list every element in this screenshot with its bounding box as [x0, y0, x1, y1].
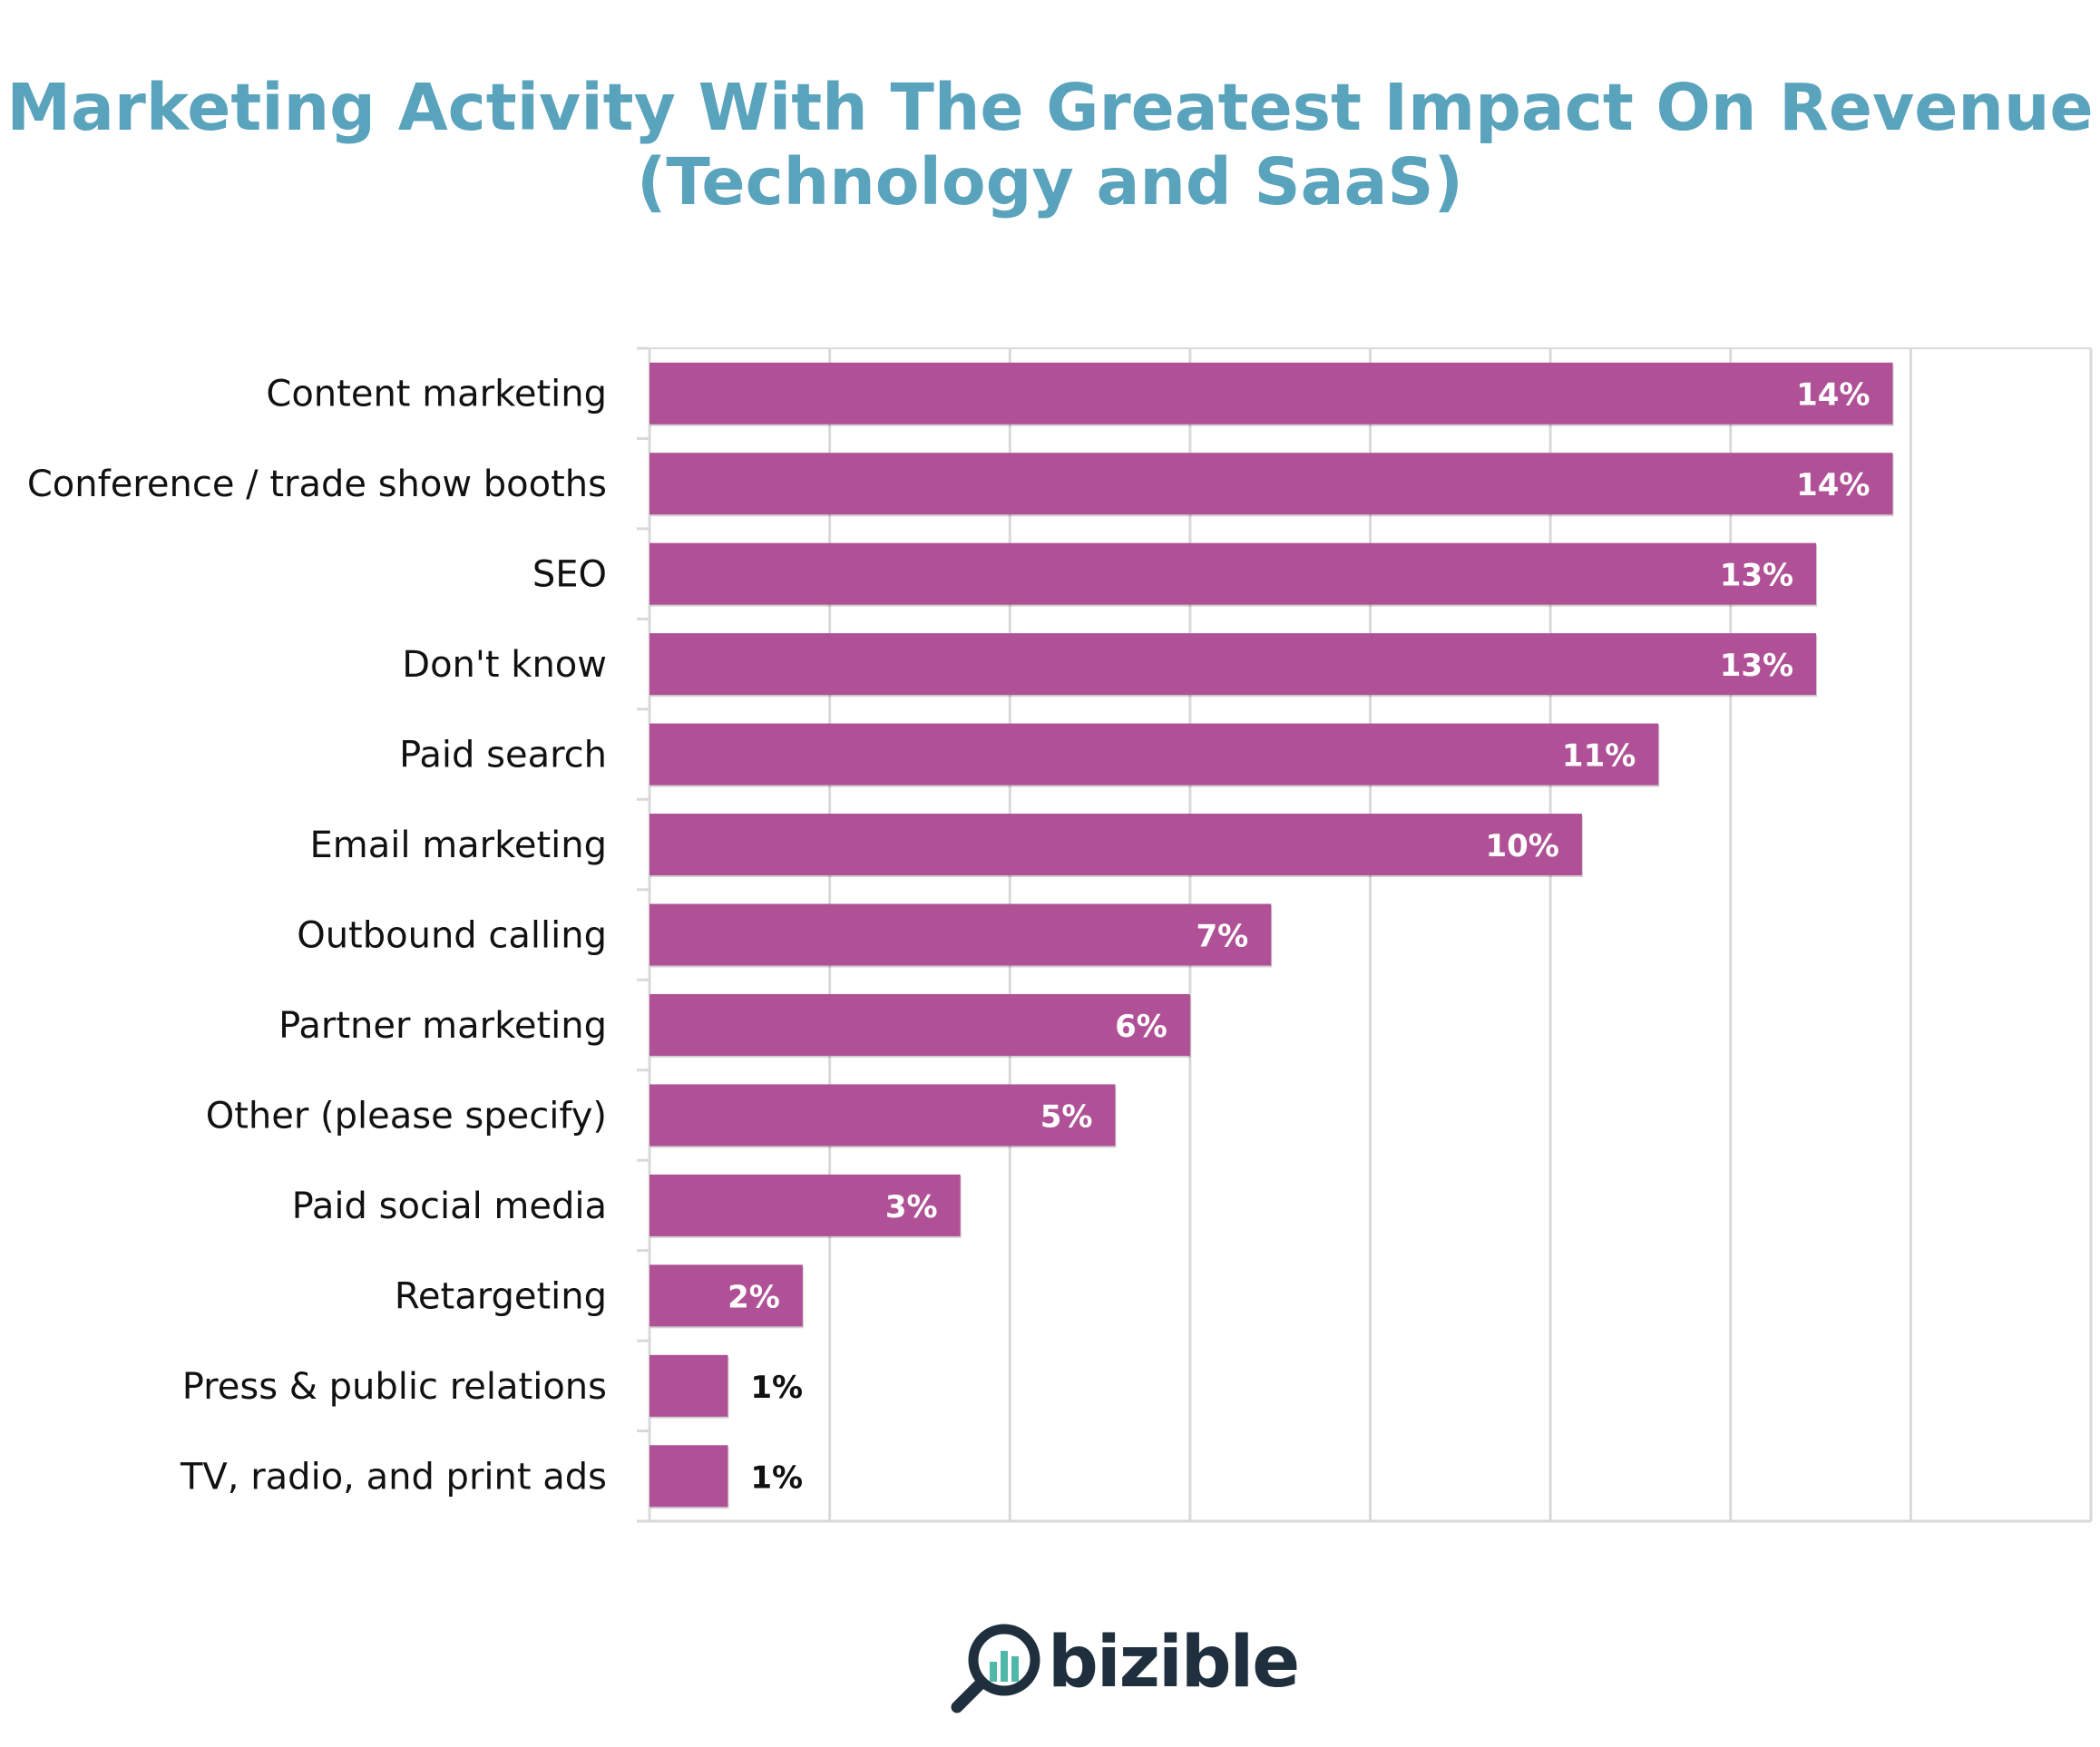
data-label: 2%: [728, 1279, 780, 1315]
data-label: 10%: [1485, 828, 1558, 864]
bar: [650, 723, 1659, 786]
category-label: Don't know: [402, 644, 607, 686]
data-label: 7%: [1197, 919, 1249, 955]
chart-title-line-2: (Technology and SaaS): [636, 144, 1464, 220]
data-label: 5%: [1040, 1098, 1093, 1135]
brand-name: bizible: [1048, 1622, 1300, 1703]
category-label: Outbound calling: [297, 915, 607, 957]
category-label: Email marketing: [310, 825, 608, 866]
data-label: 13%: [1720, 558, 1793, 594]
category-label: Partner marketing: [278, 1005, 607, 1047]
data-label: 13%: [1720, 648, 1793, 684]
bar: [650, 1084, 1116, 1147]
bar: [650, 362, 1893, 425]
category-label: Press & public relations: [182, 1366, 607, 1408]
data-label: 6%: [1115, 1009, 1167, 1045]
magnifier-bar-chart-icon: [951, 1624, 1040, 1713]
category-label: SEO: [532, 554, 607, 596]
data-label: 1%: [750, 1370, 803, 1406]
chart-title: Marketing Activity With The Greatest Imp…: [0, 71, 2100, 220]
data-label: 11%: [1562, 738, 1636, 775]
category-label: Other (please specify): [206, 1095, 607, 1137]
bar: [650, 453, 1893, 515]
data-label: 14%: [1796, 467, 1870, 503]
bar: [650, 1354, 728, 1417]
data-label: 1%: [750, 1459, 803, 1496]
bar: [650, 633, 1817, 696]
chart-title-line-1: Marketing Activity With The Greatest Imp…: [6, 70, 2094, 145]
bizible-logo: bizible: [948, 1616, 1300, 1716]
bar: [650, 542, 1817, 605]
bar: [650, 1174, 961, 1236]
data-label: 3%: [885, 1189, 938, 1225]
bar: [650, 1445, 728, 1508]
category-label: Content marketing: [266, 374, 607, 415]
category-label: Paid search: [399, 735, 607, 776]
bar: [650, 814, 1582, 876]
bar: [650, 903, 1272, 966]
category-label: Retargeting: [395, 1275, 607, 1317]
bar: [650, 1264, 803, 1327]
bar: [650, 993, 1190, 1056]
category-label: TV, radio, and print ads: [180, 1456, 607, 1498]
category-label: Paid social media: [292, 1186, 607, 1227]
category-label: Conference / trade show booths: [27, 464, 607, 505]
data-label: 14%: [1796, 377, 1870, 414]
